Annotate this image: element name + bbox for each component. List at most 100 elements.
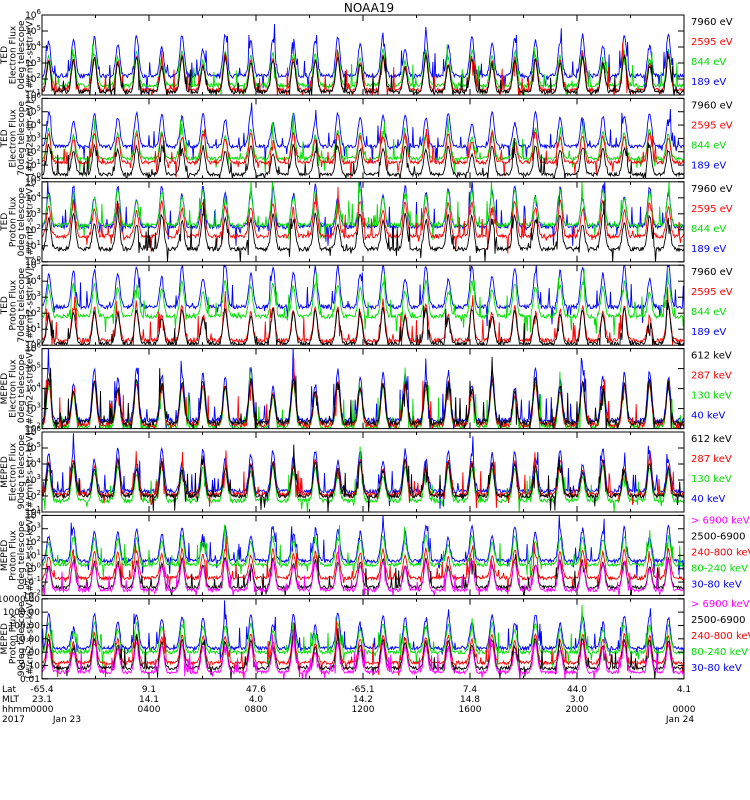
y-tick-label: 103 bbox=[25, 522, 41, 535]
series-line-240-800-kev bbox=[42, 536, 684, 595]
x-tick-label: 9.1 bbox=[142, 685, 156, 695]
panel-1-series bbox=[42, 23, 684, 95]
x-tick-label: 4.0 bbox=[249, 695, 264, 705]
y-tick-label: 103 bbox=[25, 131, 41, 144]
x-tick-label: 14.2 bbox=[353, 695, 373, 705]
y-tick-label: 103 bbox=[25, 290, 41, 303]
y-tick-label: 102 bbox=[25, 422, 41, 435]
x-row-label: hhmm bbox=[2, 705, 31, 715]
legend-entry: 189 eV bbox=[691, 244, 726, 255]
x-tick-label: 4.1 bbox=[677, 685, 691, 695]
y-tick-label: 105 bbox=[25, 441, 41, 454]
x-tick-label: 2000 bbox=[566, 705, 589, 715]
legend-entry: 844 eV bbox=[691, 307, 726, 318]
legend-entry: 7960 eV bbox=[691, 100, 733, 111]
y-tick-label: 103 bbox=[25, 207, 41, 220]
y-tick-label: 105 bbox=[25, 362, 41, 375]
y-tick-label: 102 bbox=[25, 145, 41, 158]
legend-entry: 80-240 keV bbox=[691, 563, 748, 574]
y-tick-label: 0.10 bbox=[20, 661, 40, 671]
legend-entry: 2595 eV bbox=[691, 37, 733, 48]
legend-entry: 189 eV bbox=[691, 160, 726, 171]
x-tick-label: 14.8 bbox=[460, 695, 480, 705]
y-tick-label: 105 bbox=[25, 24, 41, 37]
series-line-80-240-kev bbox=[42, 524, 684, 580]
legend-entry: > 6900 keV bbox=[691, 599, 750, 610]
legend-entry: 2595 eV bbox=[691, 120, 733, 131]
panel-8-series bbox=[42, 600, 684, 679]
series-line-40-kev bbox=[42, 433, 684, 509]
y-tick-label: 104 bbox=[25, 191, 41, 204]
series-line-189-ev bbox=[42, 265, 684, 327]
legend-entry: 287 keV bbox=[691, 371, 732, 382]
y-tick-label: 100 bbox=[25, 338, 41, 351]
y-tick-label: 104 bbox=[25, 457, 41, 470]
legend-entry: 30-80 keV bbox=[691, 663, 742, 674]
legend-entry: 844 eV bbox=[691, 224, 726, 235]
y-tick-label: 10-1 bbox=[23, 575, 41, 588]
y-tick-label: 103 bbox=[25, 473, 41, 486]
y-tick-label: 106 bbox=[25, 342, 41, 355]
x-tick-label: 0000 bbox=[673, 705, 696, 715]
y-axis-label: MEPEDProton Flux90deg telescope[#/cm2-s-… bbox=[0, 599, 36, 678]
chart-title: NOAA19 bbox=[344, 1, 394, 15]
series-line-844-ev bbox=[42, 181, 684, 240]
series-line-844-ev bbox=[42, 267, 684, 336]
x-tick-label: 44.0 bbox=[567, 685, 587, 695]
y-tick-label: 105 bbox=[25, 175, 41, 188]
series-line-30-80-kev bbox=[42, 600, 684, 663]
legend-entry: 130 keV bbox=[691, 391, 732, 402]
y-tick-label: 101 bbox=[25, 88, 41, 101]
legend-entry: 7960 eV bbox=[691, 267, 733, 278]
legend-entry: 40 keV bbox=[691, 494, 725, 505]
panel-8: 0.01 0.10 1.00 10.00 100.00 1000.00 10000.00ME… bbox=[0, 595, 750, 685]
y-tick-label: 101 bbox=[25, 548, 41, 561]
panel-7-series bbox=[42, 515, 684, 596]
y-axis-label: TEDProton Flux0deg telescope[#/cm2-s-str… bbox=[0, 185, 36, 260]
y-tick-label: 106 bbox=[25, 8, 41, 21]
series-line-2500-6900 bbox=[42, 623, 684, 679]
x-tick-label: 3.0 bbox=[570, 695, 585, 705]
y-tick-label: 102 bbox=[25, 489, 41, 502]
series-line-612-kev bbox=[42, 444, 684, 512]
series-line-2595-ev bbox=[42, 127, 684, 179]
legend-entry: 130 keV bbox=[691, 474, 732, 485]
legend-entry: 80-240 keV bbox=[691, 647, 748, 658]
y-tick-label: 102 bbox=[25, 535, 41, 548]
legend-entry: 30-80 keV bbox=[691, 579, 742, 590]
x-tick-label: 14.1 bbox=[139, 695, 159, 705]
x-tick-label: 23.1 bbox=[32, 695, 52, 705]
legend-entry: 2500-6900 bbox=[691, 531, 746, 542]
legend-entry: 240-800 keV bbox=[691, 547, 750, 558]
series-line-189-ev bbox=[42, 23, 684, 94]
y-tick-label: 106 bbox=[25, 91, 41, 104]
y-tick-label: 106 bbox=[25, 425, 41, 438]
y-tick-label: 102 bbox=[25, 223, 41, 236]
panel-2-series bbox=[42, 102, 684, 179]
y-tick-label: 100.00 bbox=[9, 621, 41, 631]
panel-3-series bbox=[42, 181, 684, 262]
legend-entry: 612 keV bbox=[691, 351, 732, 362]
year-label: 2017 bbox=[2, 715, 25, 725]
y-tick-label: 104 bbox=[25, 382, 41, 395]
y-tick-label: 100 bbox=[25, 255, 41, 268]
y-tick-label: 102 bbox=[25, 72, 41, 85]
x-tick-label: 47.6 bbox=[246, 685, 266, 695]
y-tick-label: 101 bbox=[25, 505, 41, 518]
series-line-7960-ev bbox=[42, 198, 684, 262]
y-tick-label: 104 bbox=[25, 274, 41, 287]
y-axis-label: MEPEDElectron Flux90deg telescope[#/cm2-… bbox=[0, 432, 36, 511]
end-date-label: Jan 24 bbox=[665, 715, 694, 725]
legend-entry: 40 keV bbox=[691, 411, 725, 422]
y-tick-label: 105 bbox=[25, 105, 41, 118]
legend-entry: 287 keV bbox=[691, 454, 732, 465]
y-axis-label: MEPEDProton Flux0deg telescope[#/cm2-s-s… bbox=[0, 516, 36, 595]
series-line-240-800-kev bbox=[42, 620, 684, 678]
legend-entry: 7960 eV bbox=[691, 184, 733, 195]
